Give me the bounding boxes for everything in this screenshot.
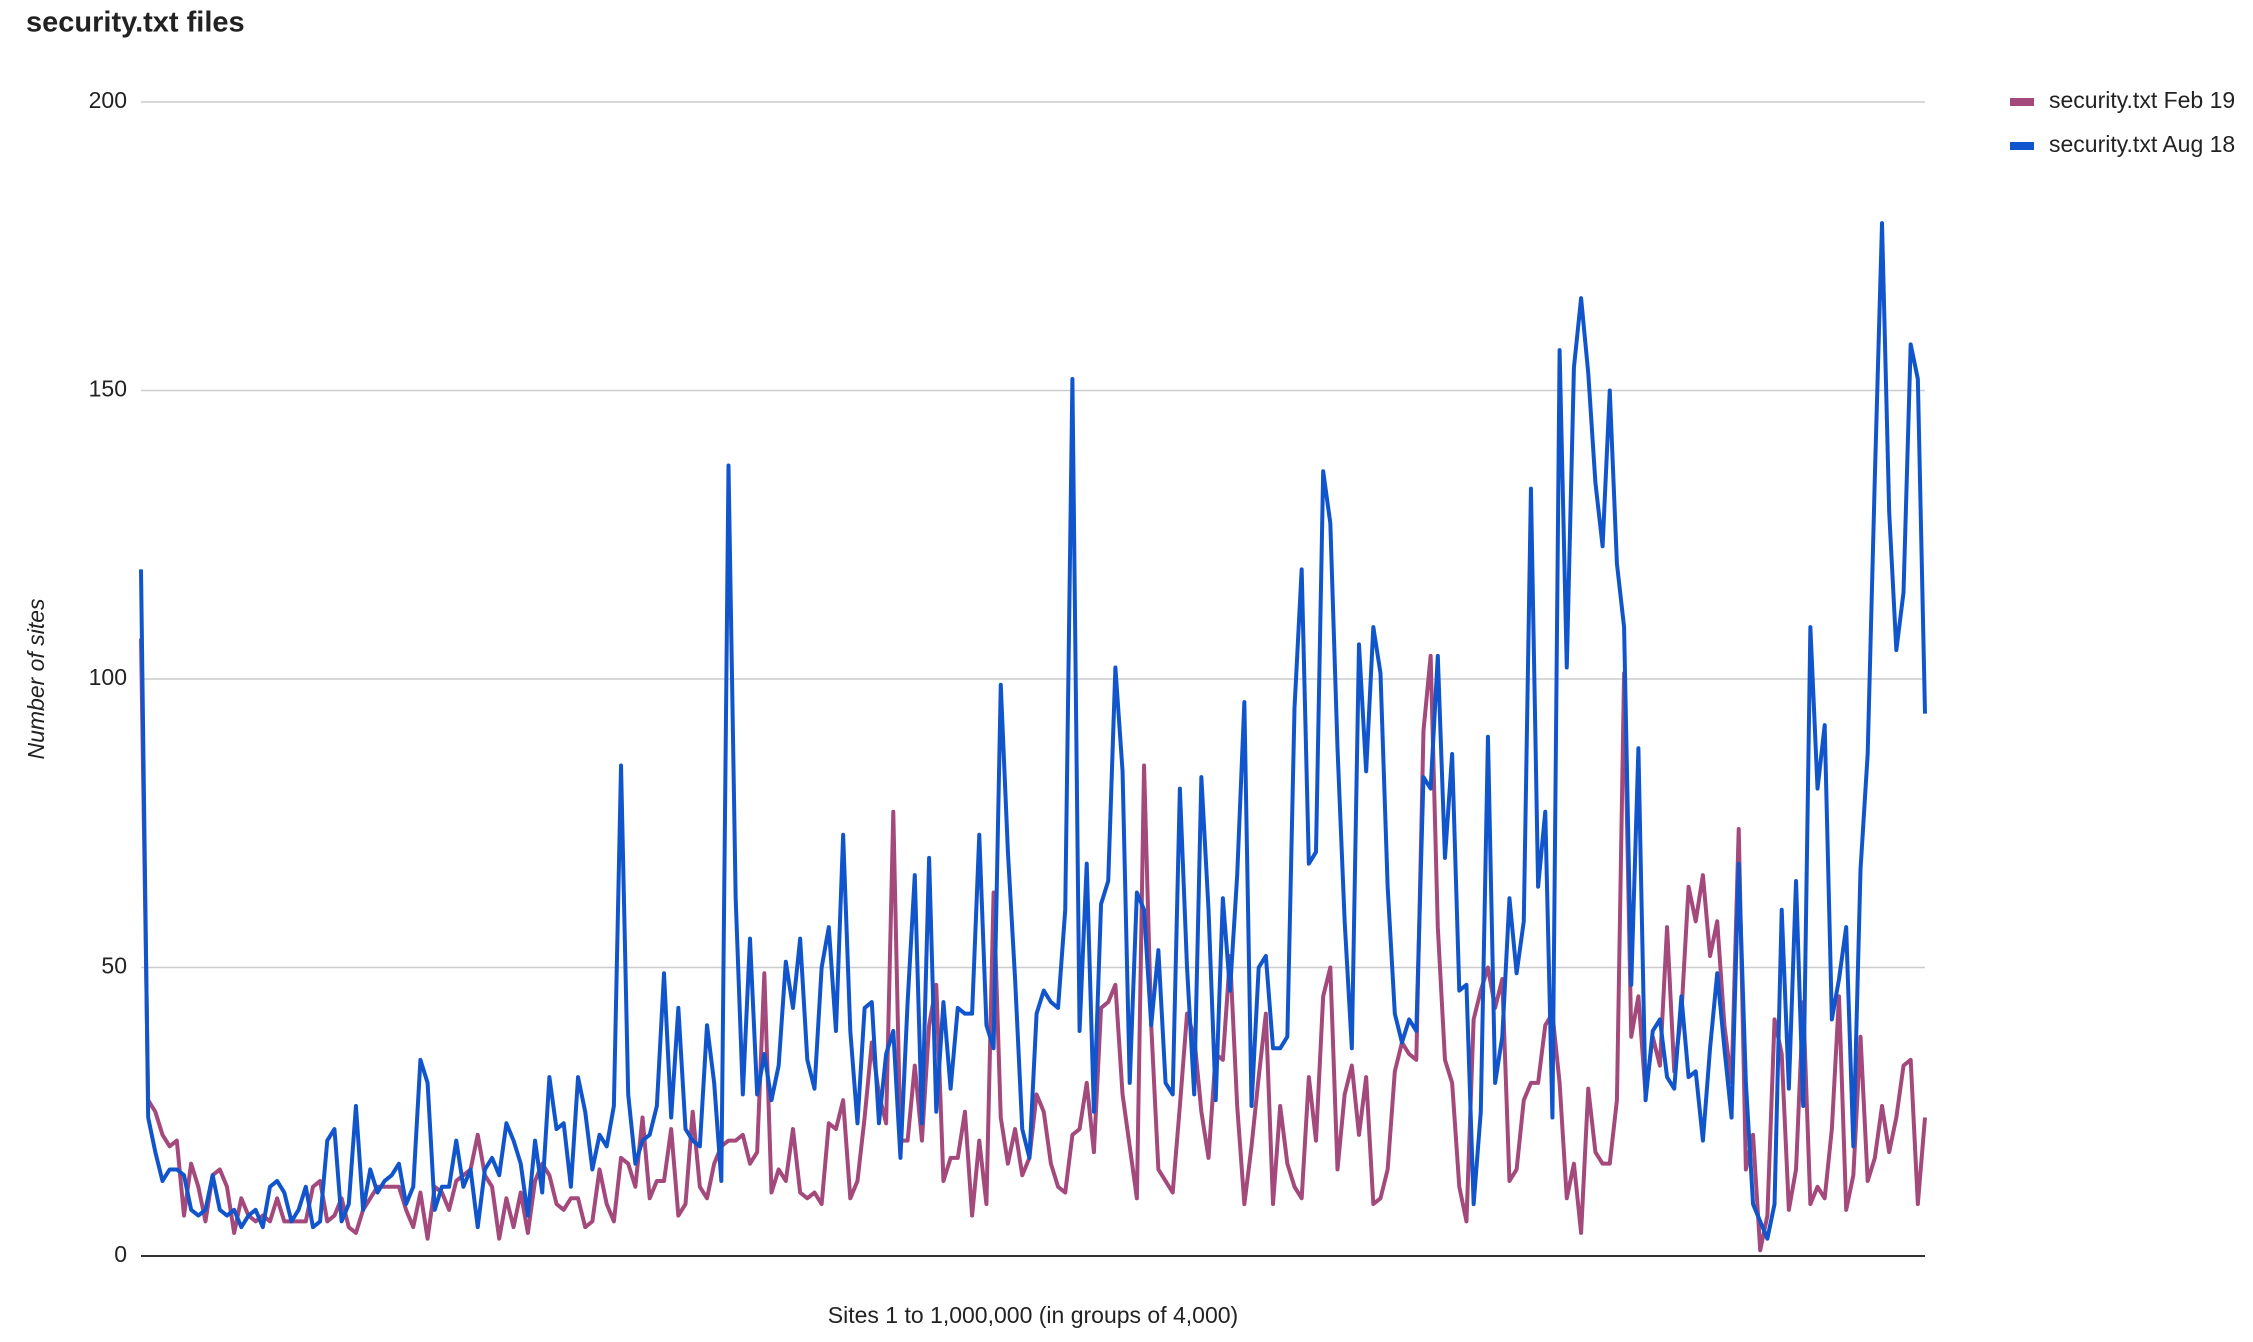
y-tick-label: 100 [89,664,127,690]
legend-swatch [2010,98,2034,106]
legend-swatch [2010,142,2034,150]
data-line [139,638,1927,1253]
legend-label: security.txt Feb 19 [2049,87,2235,113]
y-tick-label: 50 [101,953,127,979]
y-tick-label: 150 [89,376,127,402]
y-tick-label: 0 [114,1241,127,1267]
y-axis-title: Number of sites [23,598,49,760]
legend-label: security.txt Aug 18 [2049,131,2235,157]
y-tick-label: 200 [89,87,127,113]
x-axis-title: Sites 1 to 1,000,000 (in groups of 4,000… [828,1302,1238,1328]
chart-title: security.txt files [26,7,245,39]
data-line [139,221,1927,1241]
